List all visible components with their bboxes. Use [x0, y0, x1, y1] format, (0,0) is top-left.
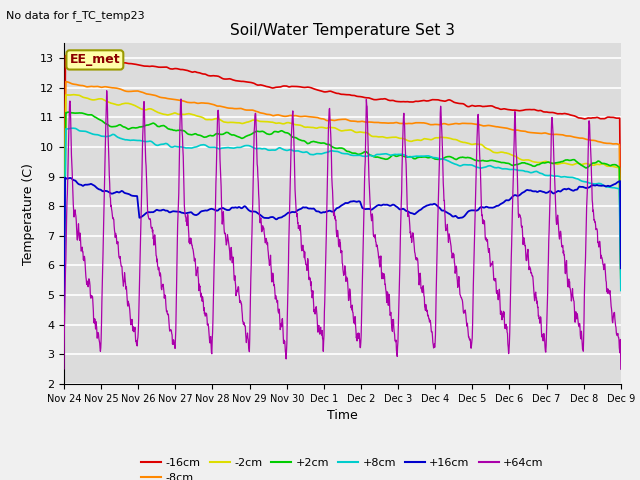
Y-axis label: Temperature (C): Temperature (C)	[22, 163, 35, 264]
X-axis label: Time: Time	[327, 409, 358, 422]
Text: EE_met: EE_met	[70, 53, 120, 66]
Legend: -16cm, -8cm, -2cm, +2cm, +8cm, +16cm, +64cm: -16cm, -8cm, -2cm, +2cm, +8cm, +16cm, +6…	[137, 453, 548, 480]
Title: Soil/Water Temperature Set 3: Soil/Water Temperature Set 3	[230, 23, 455, 38]
Text: No data for f_TC_temp23: No data for f_TC_temp23	[6, 10, 145, 21]
